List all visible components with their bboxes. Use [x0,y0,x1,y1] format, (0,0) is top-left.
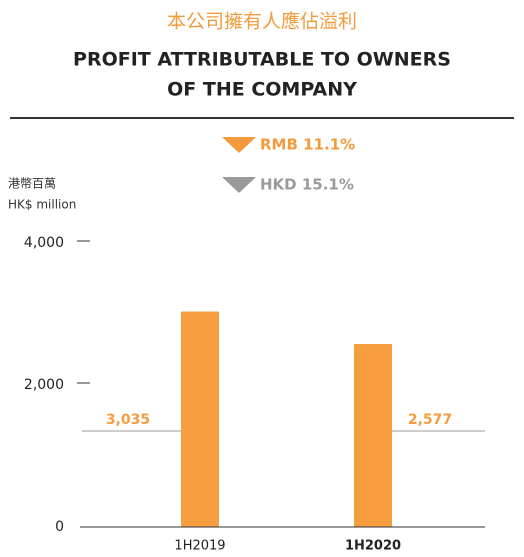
annotation: RMB 11.1% [260,136,355,154]
y-axis-label: HK$ million [8,198,76,212]
y-tick-label: 2,000 [24,377,64,393]
annotation: HKD 15.1% [260,176,354,194]
chart-title-zh: 本公司擁有人應佔溢利 [167,10,357,33]
bar [354,344,392,527]
bar [181,311,219,527]
chart-title: PROFIT ATTRIBUTABLE TO OWNERS [73,49,451,71]
x-tick-label: 1H2019 [174,539,225,554]
change-arrow [222,177,256,193]
y-axis-label: 港幣百萬 [8,177,56,191]
value-label: 2,577 [408,412,452,428]
change-arrow [222,137,256,153]
y-tick-label: 0 [55,519,64,535]
x-tick-label: 1H2020 [345,539,401,554]
value-label: 3,035 [106,412,150,428]
chart-title: OF THE COMPANY [167,79,357,101]
y-tick-label: 4,000 [24,235,64,251]
